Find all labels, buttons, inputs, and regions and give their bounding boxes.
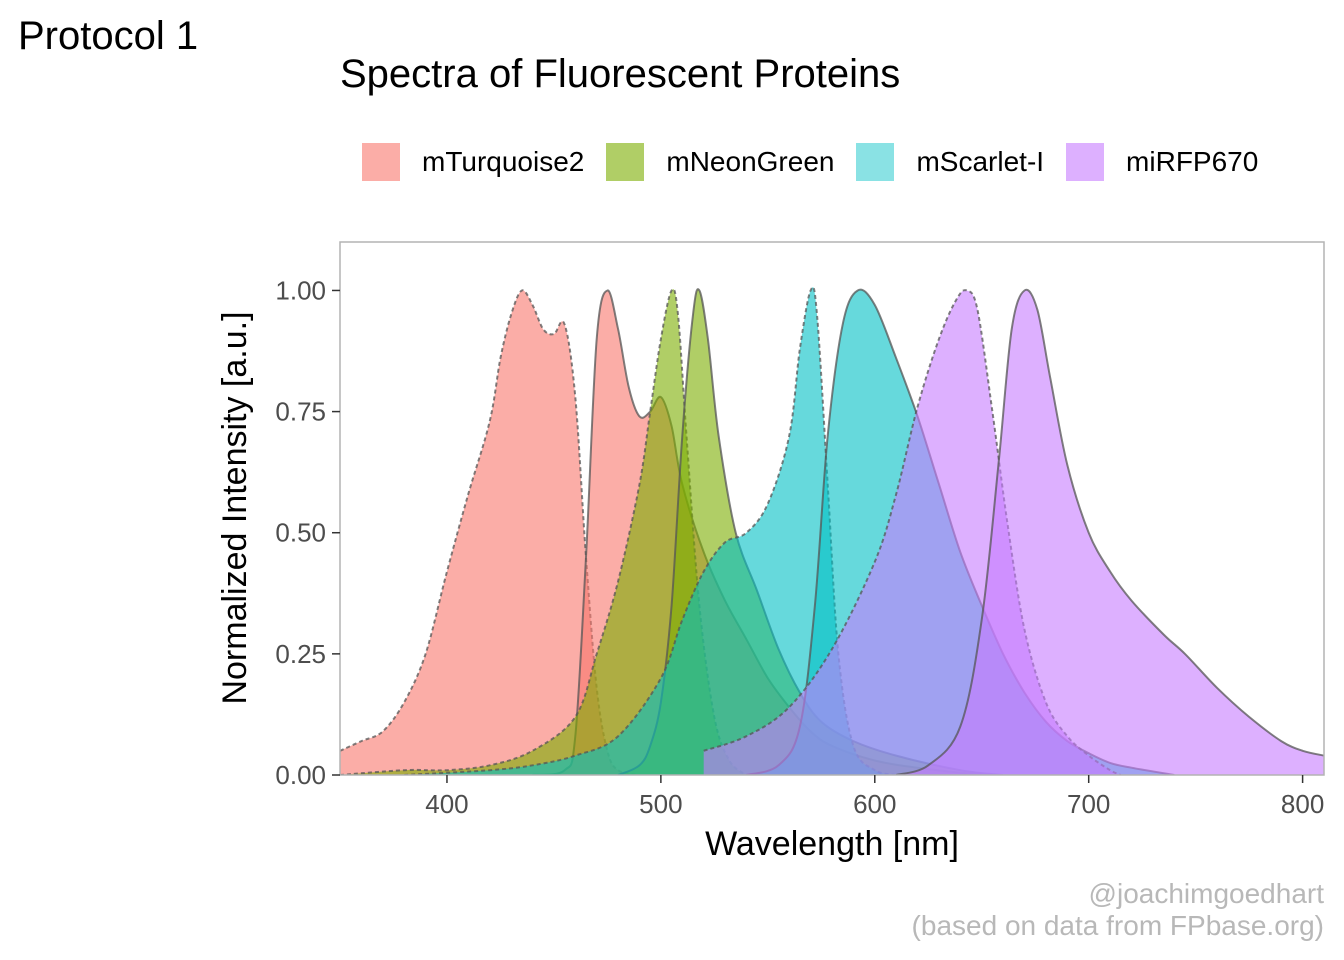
x-axis-label: Wavelength [nm] [705, 825, 959, 863]
y-tick-label: 0.00 [275, 760, 326, 790]
y-tick-label: 0.25 [275, 639, 326, 669]
protocol-label: Protocol 1 [18, 14, 199, 58]
legend-item-mturquoise2: mTurquoise2 [362, 143, 584, 181]
mirfp670-emission-line [895, 288, 1324, 775]
legend-label: mScarlet-I [916, 146, 1045, 177]
mneongreen-excitation-line [340, 288, 748, 775]
legend-label: miRFP670 [1126, 146, 1259, 177]
legend-item-mneongreen: mNeonGreen [606, 143, 834, 181]
chart-title: Spectra of Fluorescent Proteins [340, 52, 901, 96]
y-tick-label: 1.00 [275, 275, 326, 305]
x-tick-label: 700 [1067, 789, 1110, 819]
credit-source: (based on data from FPbase.org) [911, 910, 1324, 941]
mscarlet-i-excitation-area [404, 287, 897, 775]
x-tick-label: 600 [853, 789, 896, 819]
y-tick-label: 0.75 [275, 397, 326, 427]
legend-item-mirfp670: miRFP670 [1066, 143, 1258, 181]
legend-item-mscarlet-i: mScarlet-I [856, 143, 1044, 181]
x-tick-label: 800 [1281, 789, 1324, 819]
mturquoise2-excitation-area [340, 290, 640, 775]
mirfp670-excitation-line [703, 289, 1122, 775]
chart-legend: mTurquoise2 mNeonGreen mScarlet-I miRFP6… [362, 143, 1280, 181]
legend-key-mneongreen [606, 143, 645, 181]
legend-label: mTurquoise2 [422, 146, 585, 177]
y-tick-label: 0.50 [275, 518, 326, 548]
x-tick-label: 500 [639, 789, 682, 819]
mirfp670-emission-area [896, 289, 1324, 775]
legend-key-mscarlet-i [856, 143, 895, 181]
plot-border [339, 241, 1325, 776]
x-tick-label: 400 [425, 789, 468, 819]
legend-key-mturquoise2 [362, 143, 400, 181]
y-axis-label: Normalized Intensity [a.u.] [216, 311, 254, 704]
legend-key-mirfp670 [1066, 143, 1105, 181]
mneongreen-excitation-area [340, 289, 747, 775]
legend-label: mNeonGreen [666, 146, 835, 177]
credit-author: @joachimgoedhart [1088, 878, 1324, 909]
